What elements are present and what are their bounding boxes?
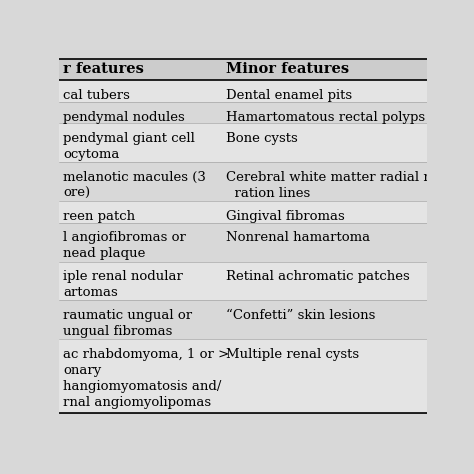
Bar <box>59 339 427 413</box>
Text: reen patch: reen patch <box>63 210 135 223</box>
Text: “Confetti” skin lesions: “Confetti” skin lesions <box>227 309 376 322</box>
Text: pendymal giant cell
ocytoma: pendymal giant cell ocytoma <box>63 132 195 161</box>
Text: r features: r features <box>63 63 144 76</box>
Text: pendymal nodules: pendymal nodules <box>63 110 185 124</box>
Text: Minor features: Minor features <box>227 63 349 76</box>
Text: l angiofibromas or
nead plaque: l angiofibromas or nead plaque <box>63 231 186 260</box>
Bar <box>59 102 427 123</box>
Text: Cerebral white matter radial mig-
  ration lines: Cerebral white matter radial mig- ration… <box>227 171 454 200</box>
Text: Gingival fibromas: Gingival fibromas <box>227 210 345 223</box>
Text: melanotic macules (3
ore): melanotic macules (3 ore) <box>63 171 206 200</box>
Bar <box>59 59 427 80</box>
Text: Multiple renal cysts: Multiple renal cysts <box>227 348 359 361</box>
Bar <box>59 301 427 339</box>
Bar <box>59 80 427 102</box>
Bar <box>59 262 427 301</box>
Text: Nonrenal hamartoma: Nonrenal hamartoma <box>227 231 371 245</box>
Text: Hamartomatous rectal polyps: Hamartomatous rectal polyps <box>227 110 426 124</box>
Text: Retinal achromatic patches: Retinal achromatic patches <box>227 270 410 283</box>
Text: cal tubers: cal tubers <box>63 89 130 102</box>
Bar <box>59 201 427 223</box>
Text: iple renal nodular
artomas: iple renal nodular artomas <box>63 270 183 299</box>
Bar <box>59 162 427 201</box>
Text: Bone cysts: Bone cysts <box>227 132 298 145</box>
Bar <box>59 223 427 262</box>
Text: Dental enamel pits: Dental enamel pits <box>227 89 353 102</box>
Text: ac rhabdomyoma, 1 or >
onary
hangiomyomatosis and/
rnal angiomyolipomas: ac rhabdomyoma, 1 or > onary hangiomyoma… <box>63 348 229 409</box>
Text: raumatic ungual or
ungual fibromas: raumatic ungual or ungual fibromas <box>63 309 192 338</box>
Bar <box>59 123 427 162</box>
